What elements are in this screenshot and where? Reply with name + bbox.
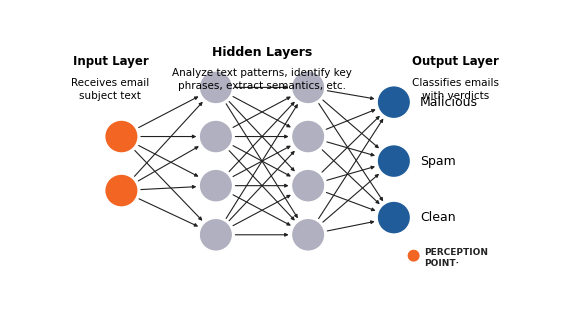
Text: Malicious: Malicious (420, 96, 478, 109)
Ellipse shape (105, 174, 138, 207)
Ellipse shape (291, 218, 325, 251)
Ellipse shape (291, 169, 325, 202)
Ellipse shape (408, 250, 419, 261)
Ellipse shape (199, 71, 232, 104)
Ellipse shape (291, 71, 325, 104)
Text: Classifies emails
with verdicts: Classifies emails with verdicts (412, 78, 499, 101)
Text: Clean: Clean (420, 211, 456, 224)
Ellipse shape (291, 120, 325, 153)
Text: Analyze text patterns, identify key
phrases, extract semantics, etc.: Analyze text patterns, identify key phra… (172, 68, 352, 91)
Text: Receives email
subject text: Receives email subject text (71, 78, 150, 101)
Ellipse shape (199, 169, 232, 202)
Ellipse shape (199, 218, 232, 251)
Ellipse shape (377, 201, 411, 234)
Text: Output Layer: Output Layer (412, 56, 499, 69)
Ellipse shape (377, 86, 411, 119)
Text: PERCEPTION
POINT·: PERCEPTION POINT· (425, 248, 489, 268)
Ellipse shape (199, 120, 232, 153)
Text: Hidden Layers: Hidden Layers (212, 46, 312, 59)
Text: Input Layer: Input Layer (73, 56, 149, 69)
Ellipse shape (105, 120, 138, 153)
Text: Spam: Spam (420, 155, 456, 167)
Ellipse shape (377, 145, 411, 178)
